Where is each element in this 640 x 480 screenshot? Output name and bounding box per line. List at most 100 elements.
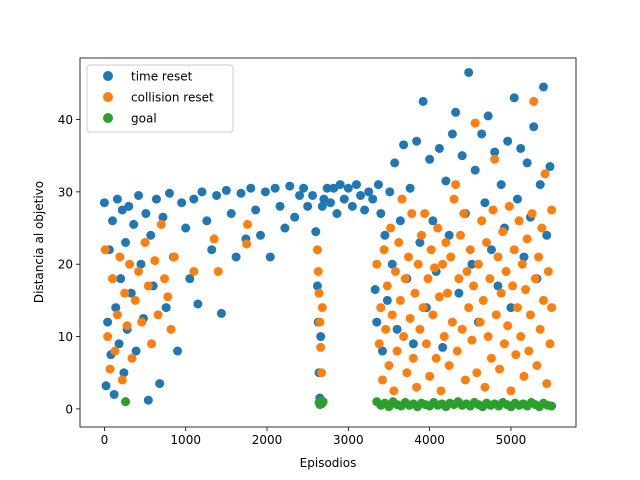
data-point-time-reset bbox=[438, 342, 448, 352]
data-point-collision-reset bbox=[499, 339, 509, 349]
data-point-collision-reset bbox=[525, 310, 535, 320]
data-point-time-reset bbox=[356, 190, 366, 200]
data-point-time-reset bbox=[503, 136, 513, 146]
data-point-collision-reset bbox=[527, 209, 537, 219]
data-point-collision-reset bbox=[447, 317, 457, 327]
data-point-collision-reset bbox=[470, 118, 480, 128]
data-point-collision-reset bbox=[115, 252, 125, 262]
data-point-collision-reset bbox=[464, 303, 474, 313]
series-collision-reset bbox=[100, 96, 557, 396]
data-point-time-reset bbox=[470, 165, 480, 175]
data-point-collision-reset bbox=[428, 310, 438, 320]
data-point-collision-reset bbox=[143, 281, 153, 291]
series-goal bbox=[121, 397, 557, 412]
y-tick-label: 0 bbox=[65, 402, 73, 416]
data-point-collision-reset bbox=[134, 266, 144, 276]
data-point-time-reset bbox=[112, 194, 122, 204]
data-point-time-reset bbox=[457, 151, 467, 161]
data-point-collision-reset bbox=[529, 96, 539, 106]
data-point-collision-reset bbox=[504, 201, 514, 211]
data-point-collision-reset bbox=[379, 245, 389, 255]
data-point-collision-reset bbox=[377, 375, 387, 385]
data-point-time-reset bbox=[290, 212, 300, 222]
data-point-collision-reset bbox=[243, 219, 253, 229]
data-point-collision-reset bbox=[490, 154, 500, 164]
data-point-collision-reset bbox=[389, 386, 399, 396]
data-point-collision-reset bbox=[430, 263, 440, 273]
data-point-time-reset bbox=[119, 368, 129, 378]
data-point-time-reset bbox=[108, 216, 118, 226]
data-point-collision-reset bbox=[438, 259, 448, 269]
data-point-time-reset bbox=[322, 183, 332, 193]
data-point-collision-reset bbox=[402, 368, 412, 378]
data-point-time-reset bbox=[275, 201, 285, 211]
data-point-collision-reset bbox=[314, 288, 324, 298]
data-point-time-reset bbox=[111, 303, 121, 313]
data-point-collision-reset bbox=[501, 266, 511, 276]
data-point-collision-reset bbox=[439, 332, 449, 342]
data-point-collision-reset bbox=[460, 375, 470, 385]
data-point-time-reset bbox=[373, 180, 383, 190]
data-point-time-reset bbox=[270, 183, 280, 193]
data-point-time-reset bbox=[231, 252, 241, 262]
y-axis-label: Distancia al objetivo bbox=[32, 181, 46, 303]
data-point-collision-reset bbox=[456, 230, 466, 240]
data-point-time-reset bbox=[308, 190, 318, 200]
data-point-time-reset bbox=[335, 180, 345, 190]
data-point-collision-reset bbox=[150, 256, 160, 266]
data-point-collision-reset bbox=[521, 285, 531, 295]
data-point-collision-reset bbox=[491, 310, 501, 320]
data-point-time-reset bbox=[143, 395, 153, 405]
data-point-time-reset bbox=[177, 198, 187, 208]
data-point-collision-reset bbox=[413, 259, 423, 269]
data-point-time-reset bbox=[164, 188, 174, 198]
data-point-collision-reset bbox=[425, 371, 435, 381]
data-point-collision-reset bbox=[485, 274, 495, 284]
data-point-collision-reset bbox=[166, 324, 176, 334]
data-point-collision-reset bbox=[386, 223, 396, 233]
data-point-time-reset bbox=[202, 216, 212, 226]
data-point-collision-reset bbox=[417, 230, 427, 240]
data-point-time-reset bbox=[226, 209, 236, 219]
data-point-collision-reset bbox=[452, 346, 462, 356]
data-point-time-reset bbox=[339, 194, 349, 204]
data-point-collision-reset bbox=[443, 288, 453, 298]
data-point-collision-reset bbox=[382, 281, 392, 291]
data-point-time-reset bbox=[454, 288, 464, 298]
data-point-time-reset bbox=[464, 67, 474, 77]
data-point-collision-reset bbox=[147, 339, 157, 349]
data-points-layer bbox=[99, 67, 557, 412]
data-point-collision-reset bbox=[516, 332, 526, 342]
data-point-collision-reset bbox=[400, 274, 410, 284]
data-point-time-reset bbox=[360, 205, 370, 215]
data-point-collision-reset bbox=[387, 310, 397, 320]
data-point-time-reset bbox=[131, 346, 141, 356]
data-point-time-reset bbox=[372, 317, 382, 327]
data-point-collision-reset bbox=[392, 346, 402, 356]
data-point-time-reset bbox=[516, 143, 526, 153]
data-point-collision-reset bbox=[522, 234, 532, 244]
data-point-collision-reset bbox=[405, 313, 415, 323]
y-tick-label: 40 bbox=[58, 113, 73, 127]
data-point-collision-reset bbox=[390, 266, 400, 276]
data-point-collision-reset bbox=[399, 332, 409, 342]
data-point-time-reset bbox=[303, 201, 313, 211]
data-point-collision-reset bbox=[449, 194, 459, 204]
data-point-collision-reset bbox=[469, 281, 479, 291]
data-point-collision-reset bbox=[511, 350, 521, 360]
data-point-collision-reset bbox=[524, 346, 534, 356]
data-point-collision-reset bbox=[488, 205, 498, 215]
data-point-time-reset bbox=[332, 209, 342, 219]
data-point-collision-reset bbox=[436, 386, 446, 396]
data-point-collision-reset bbox=[381, 324, 391, 334]
data-point-collision-reset bbox=[105, 364, 115, 374]
data-point-time-reset bbox=[545, 162, 555, 172]
data-point-time-reset bbox=[496, 180, 506, 190]
data-point-collision-reset bbox=[130, 295, 140, 305]
data-point-time-reset bbox=[480, 198, 490, 208]
data-point-time-reset bbox=[415, 238, 425, 247]
data-point-time-reset bbox=[265, 252, 275, 262]
data-point-collision-reset bbox=[213, 266, 223, 276]
data-point-collision-reset bbox=[156, 219, 166, 229]
